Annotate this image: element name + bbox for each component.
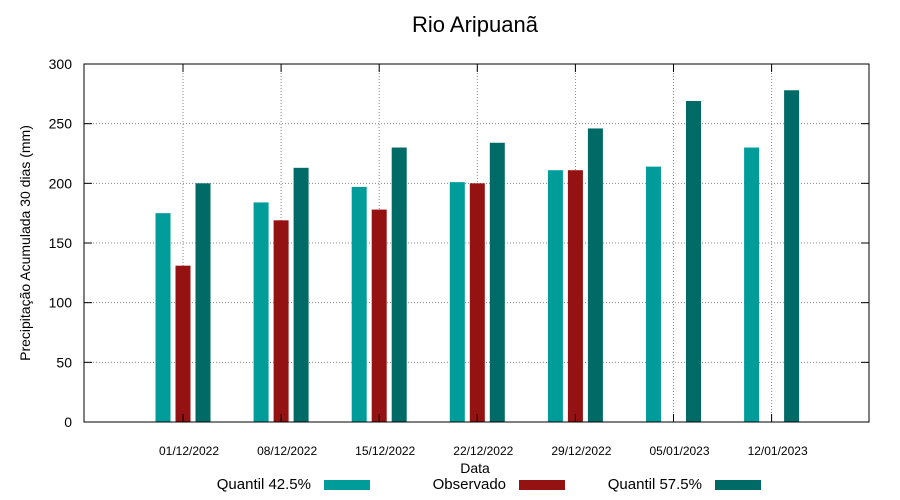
bar-3-2 xyxy=(293,167,309,422)
x-tick-label: 29/12/2022 xyxy=(551,444,611,458)
legend-label: Quantil 42.5% xyxy=(217,476,311,493)
x-tick-label: 08/12/2022 xyxy=(257,444,317,458)
x-tick-label: 15/12/2022 xyxy=(355,444,415,458)
y-tick-labels: 0 50 100 150 200 250 300 xyxy=(49,56,73,430)
x-axis-label: Data xyxy=(460,460,490,476)
bar-3-4 xyxy=(489,142,505,422)
legend: Quantil 42.5% Observado Quantil 57.5% xyxy=(217,476,761,493)
bar-3-3 xyxy=(391,147,407,423)
bar-1-1 xyxy=(155,213,171,422)
bar-3-6 xyxy=(686,100,701,422)
x-tick-label: 05/01/2023 xyxy=(649,444,709,458)
y-tick-label: 0 xyxy=(64,414,72,430)
legend-swatch xyxy=(324,480,370,490)
bar-2-1 xyxy=(175,265,191,422)
legend-label: Quantil 57.5% xyxy=(608,476,702,493)
y-tick-label: 250 xyxy=(49,116,73,132)
bar-1-5 xyxy=(547,170,563,422)
legend-swatch xyxy=(715,480,761,490)
bar-1-4 xyxy=(449,182,465,422)
legend-label: Observado xyxy=(433,476,506,493)
bar-3-5 xyxy=(587,128,603,422)
bar-2-4 xyxy=(469,183,485,422)
bar-1-7 xyxy=(744,147,760,423)
bar-1-6 xyxy=(646,166,661,422)
y-tick-label: 300 xyxy=(49,56,73,72)
bar-2-3 xyxy=(371,209,387,422)
bars xyxy=(155,90,800,423)
bar-1-2 xyxy=(253,202,269,422)
bar-1-3 xyxy=(351,186,367,422)
y-tick-label: 100 xyxy=(49,295,73,311)
bar-3-7 xyxy=(784,90,800,423)
x-tick-label: 01/12/2022 xyxy=(159,444,219,458)
y-tick-label: 150 xyxy=(49,235,73,251)
y-tick-label: 200 xyxy=(49,175,73,191)
axis-ticks xyxy=(84,63,869,423)
x-tick-labels: 01/12/2022 08/12/2022 15/12/2022 22/12/2022… xyxy=(159,444,808,458)
x-tick-label: 12/01/2023 xyxy=(748,444,808,458)
y-tick-label: 50 xyxy=(56,354,72,370)
bar-3-1 xyxy=(195,183,211,422)
legend-swatch xyxy=(519,480,565,490)
bar-2-5 xyxy=(567,170,583,422)
bar-2-2 xyxy=(273,220,289,422)
chart-title: Rio Aripuanã xyxy=(412,12,539,37)
x-tick-label: 22/12/2022 xyxy=(453,444,513,458)
grid-lines xyxy=(84,64,869,422)
y-axis-label: Precipitação Acumulada 30 dias (mm) xyxy=(17,125,33,361)
